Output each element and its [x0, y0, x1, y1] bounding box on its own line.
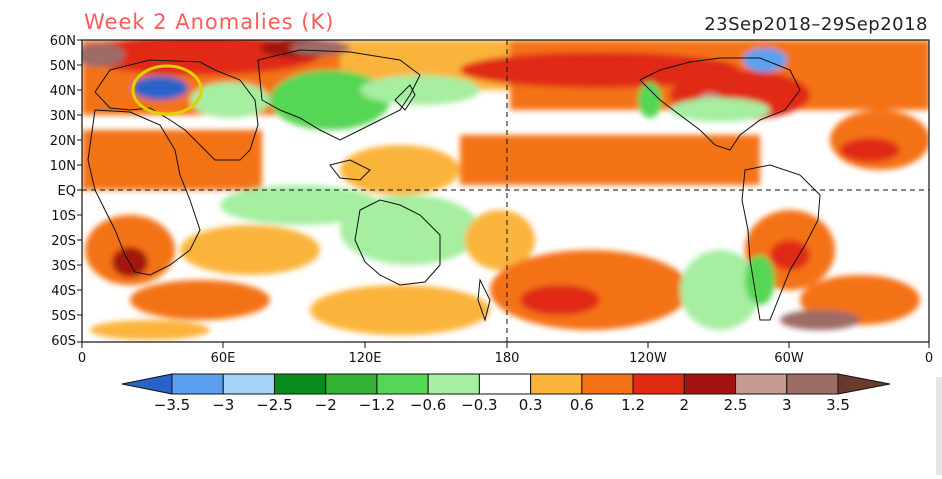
lat-label: 20N — [50, 134, 76, 149]
lat-label: 60S — [51, 334, 76, 349]
coastlines — [87, 49, 821, 322]
longitude-axis: 0 60E 120E 180 120W 60W 0 — [78, 342, 933, 366]
colorbar-label: −2 — [315, 396, 337, 414]
colorbar-label: −2.5 — [256, 396, 292, 414]
colorbar-swatch — [786, 373, 839, 395]
colorbar-swatch — [325, 373, 378, 395]
lat-label: 10N — [50, 159, 76, 174]
latitude-axis: 60N 50N 40N 30N 20N 10N EQ 10S 20S 30S 4… — [50, 34, 82, 349]
highlight-circle — [131, 64, 203, 116]
lon-label: 180 — [495, 351, 520, 366]
lat-label: 50N — [50, 59, 76, 74]
colorbar-swatch — [683, 373, 737, 395]
map-frame — [81, 39, 930, 343]
lat-label: 30N — [50, 109, 76, 124]
colorbar-label: 3.5 — [826, 396, 850, 414]
lat-label: 40N — [50, 84, 76, 99]
lon-label: 60W — [774, 351, 804, 366]
colorbar-swatch — [171, 373, 224, 395]
lat-label: 10S — [51, 209, 76, 224]
lat-label: 50S — [51, 309, 76, 324]
colorbar-swatch — [632, 373, 685, 395]
colorbar: −3.5 −3 −2.5 −2 −1.2 −0.6 −0.3 0.3 0.6 1.2 2 2.5 3 3.… — [121, 373, 891, 414]
colorbar-label: −0.6 — [410, 396, 446, 414]
lon-label: 120W — [629, 351, 667, 366]
colorbar-labels: −3.5 −3 −2.5 −2 −1.2 −0.6 −0.3 0.3 0.6 1.2 2 2.5 3 3.… — [154, 396, 850, 414]
colorbar-label: −0.3 — [461, 396, 497, 414]
anomaly-field — [82, 40, 929, 342]
colorbar-label: 2.5 — [724, 396, 748, 414]
lat-label: 40S — [51, 284, 76, 299]
lat-label: 60N — [50, 34, 76, 49]
colorbar-label: −3 — [212, 396, 234, 414]
colorbar-label: 3 — [782, 396, 792, 414]
colorbar-swatch — [222, 373, 275, 395]
lat-label: 20S — [51, 234, 76, 249]
colorbar-left-arrow — [121, 373, 173, 395]
colorbar-right-arrow — [837, 373, 891, 395]
lon-label: 0 — [925, 351, 933, 366]
colorbar-swatch — [478, 373, 532, 395]
colorbar-swatch — [530, 373, 583, 395]
lat-label: 30S — [51, 259, 76, 274]
colorbar-label: 0.3 — [519, 396, 543, 414]
colorbar-label: 0.6 — [570, 396, 594, 414]
colorbar-boxes — [171, 373, 839, 395]
lon-label: 60E — [211, 351, 236, 366]
map-title: Week 2 Anomalies (K) — [84, 10, 335, 34]
colorbar-label: −3.5 — [154, 396, 190, 414]
date-range: 23Sep2018–29Sep2018 — [704, 14, 928, 35]
colorbar-swatch — [427, 373, 480, 395]
colorbar-swatch — [273, 373, 327, 395]
lon-label: 0 — [78, 351, 86, 366]
side-panel-edge — [936, 377, 942, 475]
colorbar-swatch — [376, 373, 429, 395]
colorbar-label: 2 — [680, 396, 690, 414]
colorbar-label: −1.2 — [359, 396, 395, 414]
lon-label: 120E — [348, 351, 381, 366]
lat-label: EQ — [58, 184, 76, 199]
colorbar-swatch — [581, 373, 634, 395]
colorbar-label: 1.2 — [621, 396, 645, 414]
colorbar-swatch — [735, 373, 788, 395]
